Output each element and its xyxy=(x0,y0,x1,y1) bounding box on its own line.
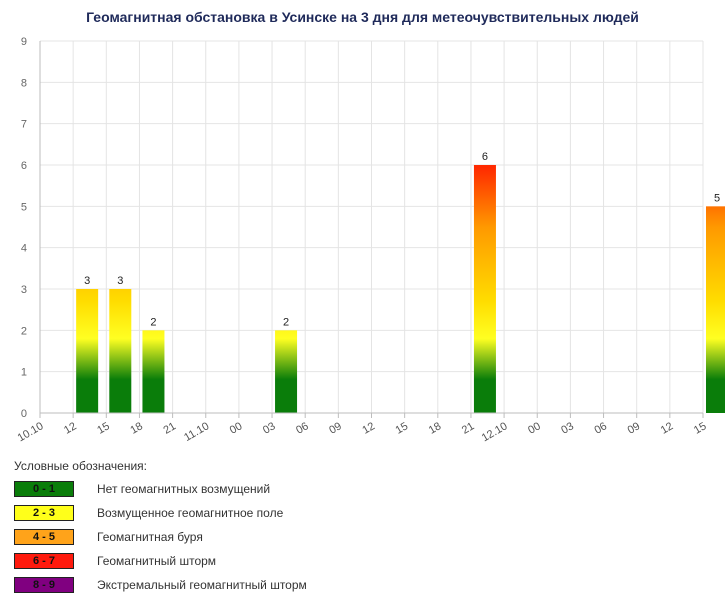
bar[interactable] xyxy=(275,330,298,413)
x-tick-label: 09 xyxy=(327,420,344,437)
legend-swatch: 2 - 3 xyxy=(14,505,74,521)
chart-title: Геомагнитная обстановка в Усинске на 3 д… xyxy=(86,9,639,25)
bar-value-label: 5 xyxy=(714,192,720,204)
legend-label: Геомагнитная буря xyxy=(97,530,203,544)
legend-label: Возмущенное геомагнитное поле xyxy=(97,506,284,520)
x-tick-label: 10.10 xyxy=(16,420,46,444)
x-tick-label: 06 xyxy=(294,420,311,437)
legend-swatch: 4 - 5 xyxy=(14,529,74,545)
x-tick-label: 15 xyxy=(692,420,709,437)
legend-item: 8 - 9 Экстремальный геомагнитный шторм xyxy=(14,576,307,594)
bar[interactable] xyxy=(76,289,99,413)
legend-title: Условные обозначения: xyxy=(14,459,147,473)
legend-label: Нет геомагнитных возмущений xyxy=(97,482,271,496)
x-tick-label: 18 xyxy=(128,420,145,437)
y-tick-label: 9 xyxy=(21,36,27,48)
x-tick-label: 12.10 xyxy=(480,420,510,444)
x-tick-label: 21 xyxy=(460,420,477,437)
y-tick-label: 8 xyxy=(21,77,27,89)
y-tick-label: 7 xyxy=(21,119,27,131)
y-tick-label: 0 xyxy=(21,408,27,420)
legend-item: 4 - 5 Геомагнитная буря xyxy=(14,528,307,546)
legend-label: Экстремальный геомагнитный шторм xyxy=(97,578,307,592)
bar-value-label: 6 xyxy=(482,151,488,163)
x-tick-label: 15 xyxy=(95,420,112,437)
x-tick-label: 12 xyxy=(360,420,377,437)
x-tick-label: 18 xyxy=(427,420,444,437)
y-tick-label: 3 xyxy=(21,284,27,296)
x-tick-label: 00 xyxy=(228,420,245,437)
bar-value-label: 2 xyxy=(150,316,156,328)
bar[interactable] xyxy=(473,165,496,413)
x-tick-label: 11.10 xyxy=(182,420,211,444)
y-tick-label: 1 xyxy=(21,367,27,379)
x-tick-label: 12 xyxy=(659,420,676,437)
legend-item: 0 - 1 Нет геомагнитных возмущений xyxy=(14,480,307,498)
legend-item: 2 - 3 Возмущенное геомагнитное поле xyxy=(14,504,307,522)
bar-value-label: 3 xyxy=(117,275,123,287)
legend-swatch: 8 - 9 xyxy=(14,577,74,593)
y-tick-label: 4 xyxy=(21,243,27,255)
bar-value-label: 2 xyxy=(283,316,289,328)
bar[interactable] xyxy=(109,289,132,413)
legend-label: Геомагнитный шторм xyxy=(97,554,217,568)
x-tick-label: 21 xyxy=(161,420,178,437)
legend-swatch: 0 - 1 xyxy=(14,481,74,497)
y-tick-label: 5 xyxy=(21,201,27,213)
legend-swatch: 6 - 7 xyxy=(14,553,74,569)
x-tick-label: 09 xyxy=(626,420,643,437)
bar-value-label: 3 xyxy=(84,275,90,287)
x-tick-label: 06 xyxy=(592,420,609,437)
bar[interactable] xyxy=(706,206,725,413)
y-tick-label: 6 xyxy=(21,160,27,172)
x-tick-label: 03 xyxy=(559,420,576,437)
y-tick-label: 2 xyxy=(21,325,27,337)
bar[interactable] xyxy=(142,330,165,413)
x-tick-label: 00 xyxy=(526,420,543,437)
legend: Условные обозначения: 0 - 1 Нет геомагнит… xyxy=(14,459,307,600)
x-tick-label: 12 xyxy=(62,420,79,437)
legend-item: 6 - 7 Геомагнитный шторм xyxy=(14,552,307,570)
x-tick-label: 03 xyxy=(261,420,278,437)
x-tick-label: 15 xyxy=(394,420,411,437)
